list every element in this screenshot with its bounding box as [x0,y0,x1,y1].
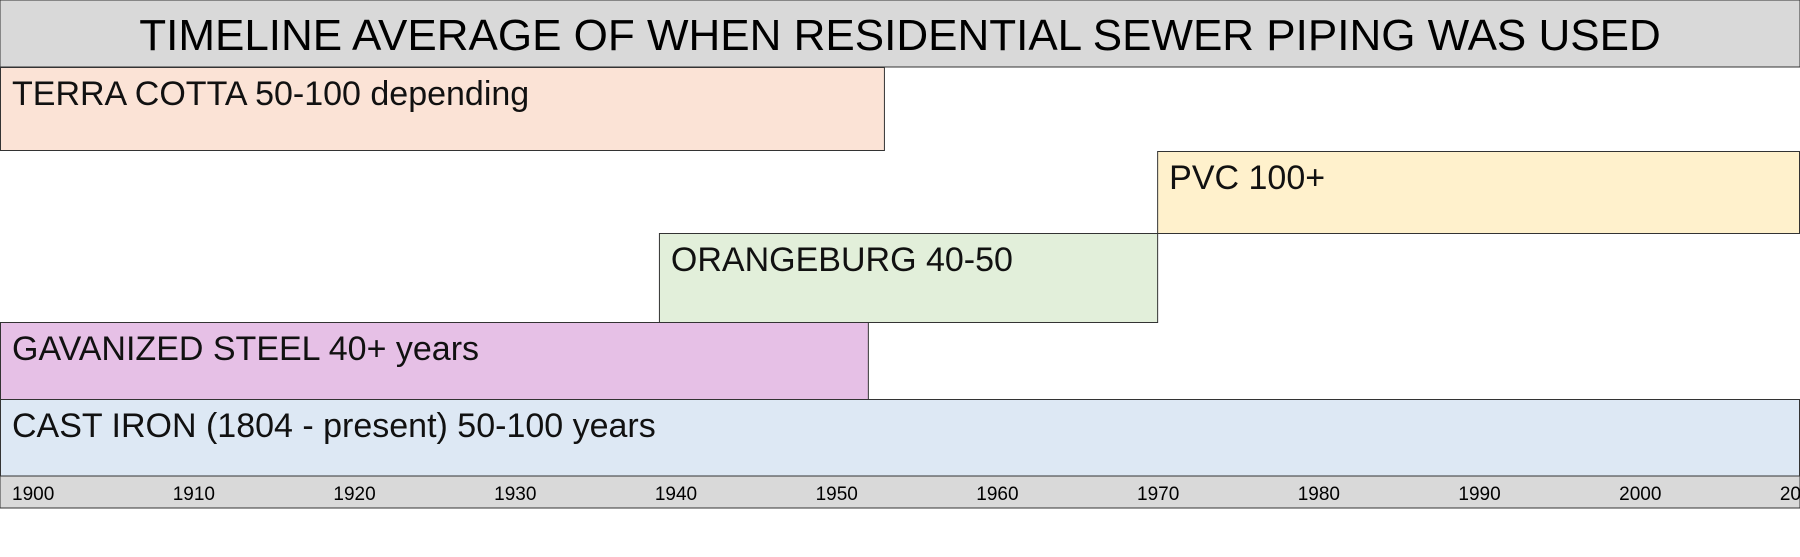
timeline-bar-group: ORANGEBURG 40-50 [658,233,1159,323]
timeline-bar-group: TERRA COTTA 50-100 depending [0,67,885,151]
timeline-bar-label: CAST IRON (1804 - present) 50-100 years [12,407,656,445]
timeline-bar-label: TERRA COTTA 50-100 depending [12,75,529,113]
axis-ticks: 1900 1910 1920 1930 1940 1950 1960 1970 1980 1990… [12,484,1800,505]
axis-tick-label: 2000 [1619,484,1661,505]
title-band [0,0,1800,68]
axis-tick-label: 1980 [1298,484,1340,505]
timeline-bar [0,67,885,151]
axis-tick-label: 1900 [12,484,54,505]
axis-tick-label: 1920 [333,484,375,505]
bars-layer: TERRA COTTA 50-100 depending PVC 100+ ORAN… [0,67,1800,477]
timeline-bar-label: PVC 100+ [1169,159,1325,197]
timeline-bar-group: PVC 100+ [1157,151,1800,234]
timeline-bar-group: GAVANIZED STEEL 40+ years [0,322,869,400]
timeline-bar [0,322,869,400]
axis-band [0,475,1800,509]
timeline-bar-group: CAST IRON (1804 - present) 50-100 years [0,399,1800,477]
axis-tick-label: 1930 [494,484,536,505]
timeline-bar-label: GAVANIZED STEEL 40+ years [12,330,479,368]
axis-tick-label: 1970 [1137,484,1179,505]
axis-tick-label: 1940 [655,484,697,505]
timeline-bar [658,233,1159,323]
chart-title: TIMELINE AVERAGE OF WHEN RESIDENTIAL SEW… [139,11,1661,60]
axis-tick-label: 1910 [173,484,215,505]
axis-tick-label: 1990 [1458,484,1500,505]
timeline-bar [0,399,1800,477]
timeline-bar-label: ORANGEBURG 40-50 [671,241,1013,279]
axis-tick-label: 1950 [816,484,858,505]
axis-tick-label: 1960 [976,484,1018,505]
axis-tick-label: 2010 [1780,484,1800,505]
